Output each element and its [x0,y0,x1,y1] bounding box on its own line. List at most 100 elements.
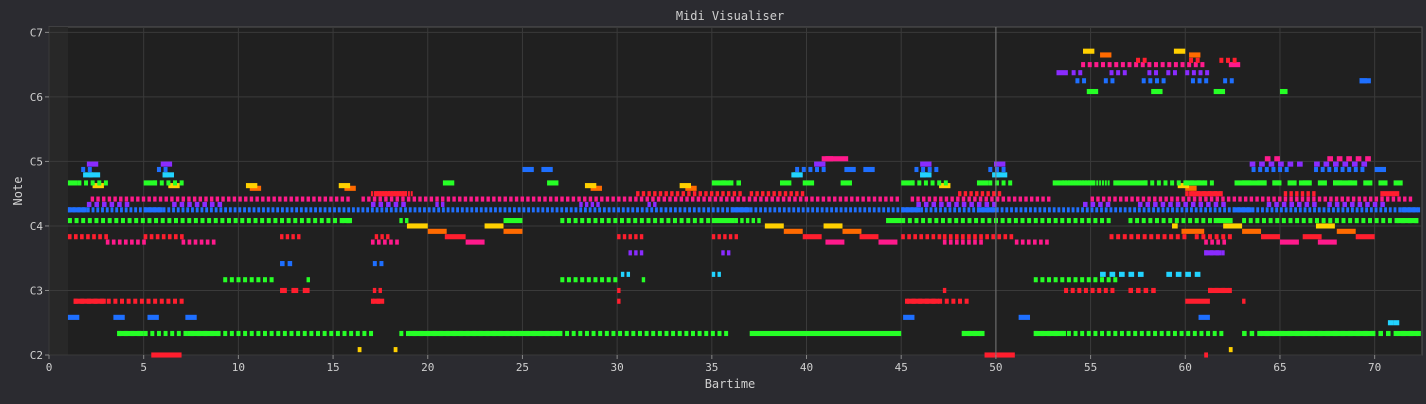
note-tick-c4- [1161,218,1166,224]
note-tick-c4- [1334,218,1339,224]
note-tick-f4 [147,196,151,202]
note-tick-c4- [573,218,578,224]
note-tick-e2 [405,330,410,337]
note-tick-c4- [180,218,185,224]
note-tick-g-2 [113,314,125,320]
note-tick-f4 [872,196,877,202]
note-tick-d6 [1187,62,1192,68]
y-tick-label: C3 [30,284,43,297]
note-tick-d4- [1360,207,1364,213]
note-tick-d4- [536,207,540,213]
note-a3- [1355,234,1375,240]
note-tick-c4- [1242,218,1247,224]
note-tick-e2 [618,330,623,337]
note-tick-f4- [1190,191,1195,197]
plot-area[interactable] [48,26,1423,356]
note-tick-a3 [961,239,965,245]
note-tick-c4- [147,218,152,224]
note-tick-e4 [961,201,967,207]
note-tick-c4- [954,218,959,224]
note-tick-d6 [1180,62,1185,68]
note-tick-d4- [370,207,374,213]
note-tick-d4- [749,207,753,213]
note-tick-d4- [1369,207,1373,213]
note-tick-a3 [130,239,134,245]
note-tick-a2- [126,298,131,304]
note-tick-d4- [1081,207,1084,213]
note-tick-f4 [850,196,854,202]
note-tick-d4- [721,207,725,213]
note-tick-d4- [380,207,384,213]
note-tick-d6 [1228,62,1241,68]
note-tick-e2 [591,330,596,337]
note-tick-b4 [1323,161,1330,167]
note-tick-d4- [72,207,76,213]
note-tick-d4- [569,207,573,213]
note-tick-d4- [233,207,237,213]
note-tick-f4 [793,196,797,202]
note-tick-f4 [1113,196,1117,202]
note-g4- [143,180,157,186]
note-tick-d4- [801,207,805,213]
note-b5 [1279,88,1288,95]
note-tick-a4 [88,172,101,178]
note-tick-f4 [1357,196,1362,202]
note-tick-c4- [167,218,172,224]
note-tick-e2 [412,330,417,337]
note-tick-g4- [1082,180,1085,186]
note-tick-d4- [167,207,171,213]
note-tick-c4- [339,218,344,224]
note-tick-g3 [726,250,731,256]
note-tick-f4 [560,196,564,202]
note-tick-f4 [531,196,536,202]
note-tick-d4- [607,207,611,213]
note-tick-e2 [1295,330,1300,337]
note-tick-d4- [1242,207,1245,213]
note-tick-e2 [717,330,722,337]
note-tick-d3 [1060,277,1065,283]
note-tick-f4-hi [1185,185,1197,191]
note-tick-c4- [233,218,238,224]
note-tick-a3 [181,239,186,245]
note-tick-d4- [1185,207,1189,213]
note-tick-a3 [383,239,387,245]
note-tick-f4 [776,196,780,202]
note-a2- [906,298,940,304]
note-tick-a4- [795,166,800,173]
note-tick-d4- [759,207,763,213]
note-tick-c4- [960,218,965,224]
note-tick-c4- [220,218,225,224]
note-tick-d4- [1171,207,1174,213]
note-tick-c4- [980,218,985,224]
note-tick-e4 [401,201,406,207]
note-tick-a3 [111,239,116,245]
note-tick-d4- [915,207,919,213]
note-tick-c4- [227,218,231,224]
note-tick-f4- [986,191,990,197]
note-tick-e2 [961,330,966,337]
note-tick-a3 [123,239,128,245]
note-tick-d4- [385,207,388,213]
note-tick-g-2 [1018,314,1030,320]
note-tick-d4- [257,207,261,213]
note-tick-e2 [1212,330,1217,337]
note-tick-c4- [1341,218,1346,224]
note-tick-f4 [1124,196,1129,202]
note-tick-d4- [636,207,639,213]
note-tick-d4- [792,207,796,213]
note-tick-d4- [598,207,602,213]
note-tick-c4- [286,218,291,224]
note-tick-d4- [285,207,289,213]
note-tick-d4- [375,207,379,213]
note-tick-a3 [1014,239,1019,245]
note-tick-d4- [830,207,834,213]
note-tick-e2 [419,330,424,337]
note-tick-f4 [1266,196,1271,202]
note-tick-f4- [405,191,408,197]
note-tick-d4- [262,207,265,213]
note-tick-f4- [1196,191,1201,197]
note-tick-f4 [1181,196,1185,202]
note-tick-b4 [86,161,99,167]
note-tick-e2 [249,330,254,337]
